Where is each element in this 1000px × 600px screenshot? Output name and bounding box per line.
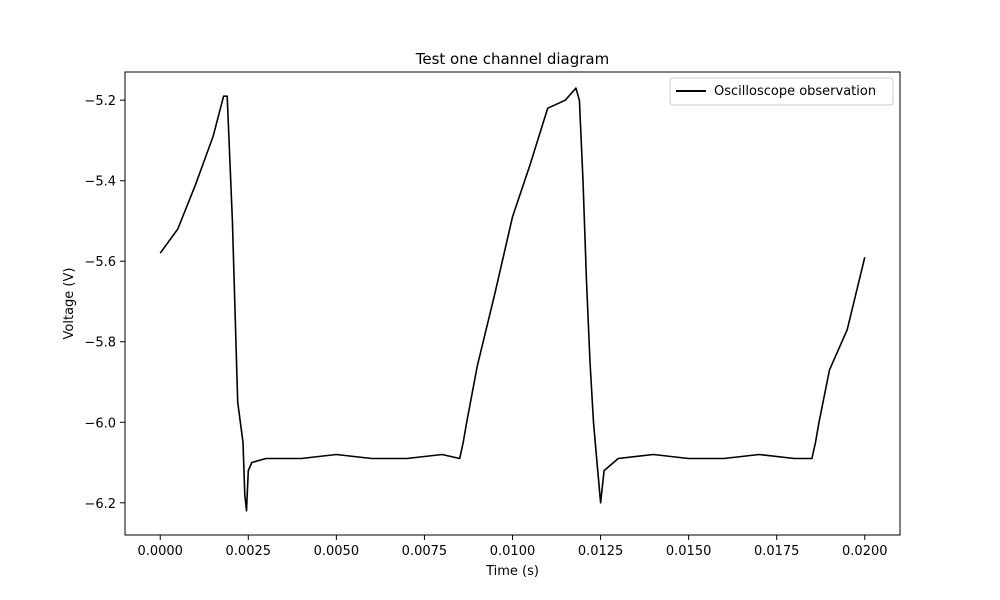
x-axis-label: Time (s) xyxy=(485,564,539,579)
x-tick-label: 0.0175 xyxy=(754,544,800,559)
x-tick-label: 0.0025 xyxy=(226,544,272,559)
x-axis-ticks: 0.0000 0.0025 0.0050 0.0075 0.0100 0.0125 0.01… xyxy=(137,535,888,559)
x-tick-label: 0.0150 xyxy=(666,544,712,559)
y-axis-ticks: −5.2 −5.4 −5.6 −5.8 −6.0 −6.2 xyxy=(84,94,125,512)
series-layer xyxy=(159,87,866,512)
x-tick-label: 0.0050 xyxy=(314,544,360,559)
x-tick-label: 0.0125 xyxy=(578,544,624,559)
x-tick-label: 0.0075 xyxy=(402,544,448,559)
x-tick-label: 0.0000 xyxy=(137,544,183,559)
y-tick-label: −5.2 xyxy=(84,94,116,109)
legend-box xyxy=(669,77,894,106)
plot-area xyxy=(124,71,901,536)
series-line xyxy=(159,87,866,512)
y-tick-label: −5.6 xyxy=(84,255,116,270)
legend: Oscilloscope observation xyxy=(669,77,894,106)
y-tick-label: −5.8 xyxy=(84,336,116,351)
x-tick-label: 0.0100 xyxy=(490,544,536,559)
y-tick-label: −5.4 xyxy=(84,175,116,190)
y-tick-label: −6.0 xyxy=(84,416,116,431)
x-tick-label: 0.0200 xyxy=(842,544,888,559)
y-tick-label: −6.2 xyxy=(84,497,116,512)
legend-label: Oscilloscope observation xyxy=(714,84,876,99)
y-axis-label: Voltage (V) xyxy=(62,268,77,340)
chart-title: Test one channel diagram xyxy=(415,50,609,68)
